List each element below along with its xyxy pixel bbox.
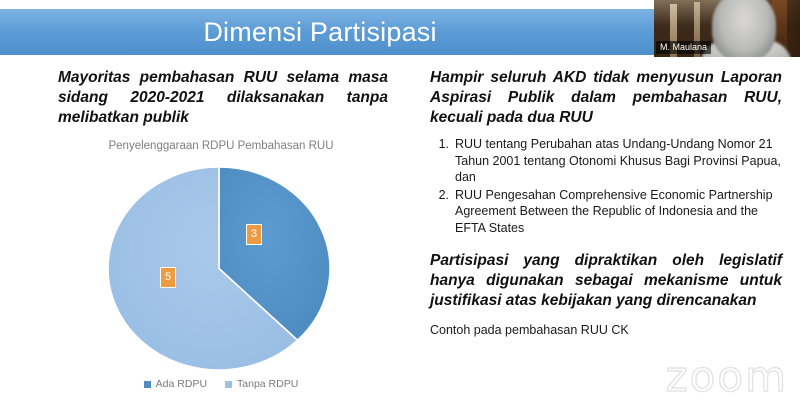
video-person-head [712, 0, 776, 57]
list-item-text: RUU Pengesahan Comprehensive Economic Pa… [455, 187, 773, 235]
pie-slices [108, 167, 330, 370]
closing-note: Contoh pada pembahasan RUU CK [430, 323, 629, 337]
legend-swatch-ada-rdpu [143, 380, 151, 388]
video-participant-tile[interactable]: M. Maulana [654, 0, 800, 57]
pie-slice [108, 167, 299, 370]
pie-slice [218, 167, 330, 342]
pie-label-tanpa-rdpu: 5 [160, 267, 177, 288]
right-column: Hampir seluruh AKD tidak menyusun Lapora… [430, 68, 782, 338]
list-item: 1. RUU tentang Perubahan atas Undang-Und… [430, 136, 782, 186]
legend-swatch-tanpa-rdpu [225, 380, 233, 388]
pie-label-ada-rdpu: 3 [246, 224, 263, 245]
pie-chart-svg [108, 167, 330, 370]
legend-label-tanpa-rdpu: Tanpa RDPU [237, 378, 299, 390]
numbered-list: 1. RUU tentang Perubahan atas Undang-Und… [430, 136, 782, 236]
legend-item-ada-rdpu: Ada RDPU [143, 378, 208, 390]
right-heading-1: Hampir seluruh AKD tidak menyusun Lapora… [430, 69, 782, 126]
list-item-number: 2. [438, 187, 449, 202]
list-item-number: 1. [438, 137, 449, 151]
chart-title: Penyelenggaraan RDPU Pembahasan RUU [108, 140, 334, 152]
list-item-text: RUU tentang Perubahan atas Undang-Undang… [455, 137, 781, 184]
video-scene-pillar [670, 4, 677, 57]
right-heading-2: Partisipasi yang dipraktikan oleh legisl… [430, 252, 782, 309]
chart-legend: Ada RDPU Tanpa RDPU [46, 378, 396, 390]
zoom-watermark: zoom [665, 352, 788, 400]
left-heading: Mayoritas pembahasan RUU selama masa sid… [58, 69, 388, 126]
page-title: Dimensi Partisipasi [203, 17, 437, 47]
pie-chart: Penyelenggaraan RDPU Pembahasan RUU 3 5 [46, 140, 396, 395]
video-scene-pillar [694, 2, 700, 57]
legend-label-ada-rdpu: Ada RDPU [155, 378, 208, 390]
participant-name-label: M. Maulana [656, 41, 712, 54]
legend-item-tanpa-rdpu: Tanpa RDPU [225, 378, 298, 390]
list-item: 2. RUU Pengesahan Comprehensive Economic… [430, 187, 782, 237]
pie-chart-plot-area: 3 5 [108, 167, 330, 370]
